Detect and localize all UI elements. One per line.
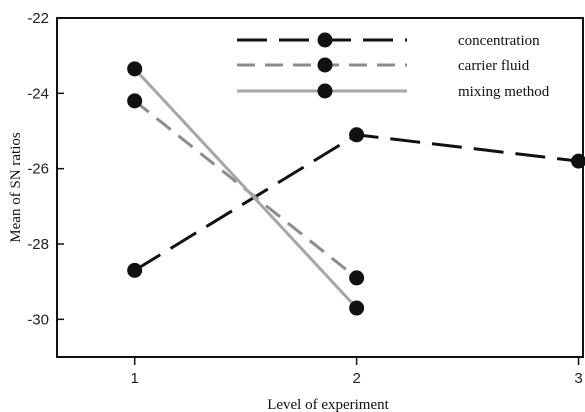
x-tick-label: 1 — [131, 370, 139, 387]
legend-label-mixing-method: mixing method — [458, 84, 550, 100]
legend-marker-concentration — [317, 32, 333, 48]
y-tick-label: -28 — [27, 236, 49, 253]
data-point-carrier-fluid — [349, 270, 365, 286]
series-line-mixing-method — [133, 67, 358, 310]
legend-label-concentration: concentration — [458, 33, 540, 49]
data-point-concentration — [127, 262, 143, 278]
legend-marker-mixing-method — [317, 83, 333, 99]
data-point-concentration — [349, 127, 365, 143]
x-tick-label: 2 — [352, 370, 360, 387]
legend-label-carrier-fluid: carrier fluid — [458, 58, 530, 74]
y-tick-label: -24 — [27, 85, 49, 102]
x-tick-label: 3 — [574, 370, 582, 387]
legend-marker-carrier-fluid — [317, 57, 333, 73]
x-axis-title: Level of experiment — [267, 397, 389, 412]
data-point-concentration — [571, 153, 585, 169]
y-tick-label: -22 — [27, 10, 49, 27]
y-axis-title: Mean of SN ratios — [8, 132, 24, 243]
data-point-mixing-method — [349, 300, 365, 316]
y-tick-label: -26 — [27, 161, 49, 178]
y-tick-label: -30 — [27, 311, 49, 328]
plot-area-frame — [56, 17, 584, 358]
data-point-mixing-method — [127, 61, 143, 77]
data-point-carrier-fluid — [127, 93, 143, 109]
